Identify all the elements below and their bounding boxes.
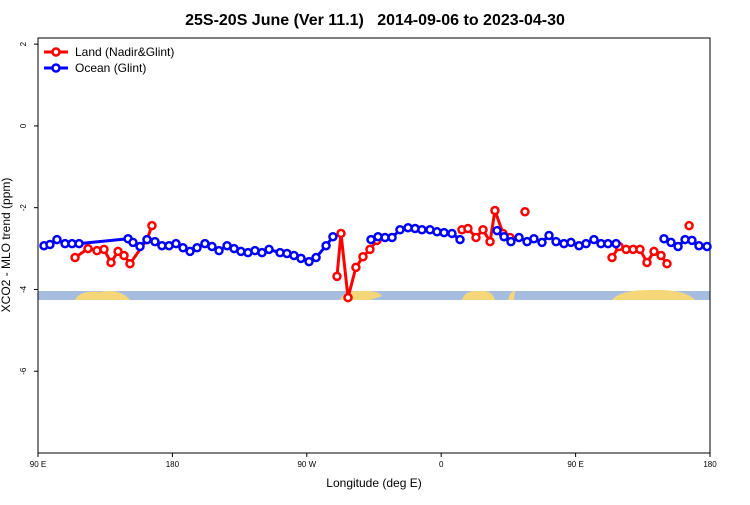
point bbox=[351, 262, 361, 273]
point bbox=[607, 252, 617, 263]
point bbox=[113, 246, 123, 257]
point bbox=[332, 271, 342, 282]
y-tick-label: -2 bbox=[19, 204, 28, 212]
point bbox=[417, 225, 427, 235]
point bbox=[544, 230, 554, 241]
point bbox=[119, 250, 129, 261]
point bbox=[74, 238, 84, 249]
point bbox=[296, 253, 306, 264]
point bbox=[537, 237, 547, 248]
point bbox=[490, 205, 500, 216]
point bbox=[311, 252, 321, 263]
x-tick-label: 90 W bbox=[297, 460, 316, 469]
point bbox=[529, 234, 539, 244]
y-tick-label: 0 bbox=[19, 123, 28, 128]
point bbox=[171, 238, 181, 249]
map-strip bbox=[38, 289, 710, 300]
y-tick-label: -6 bbox=[19, 367, 28, 375]
point bbox=[387, 232, 397, 243]
point bbox=[336, 228, 346, 239]
point bbox=[702, 241, 712, 252]
legend-marker bbox=[51, 47, 61, 57]
point bbox=[83, 243, 93, 254]
point bbox=[566, 237, 576, 248]
y-axis-label: XCO2 - MLO trend (ppm) bbox=[0, 178, 13, 313]
point bbox=[106, 257, 116, 268]
point bbox=[70, 252, 80, 263]
legend-label: Ocean (Glint) bbox=[75, 61, 146, 75]
point bbox=[478, 225, 488, 235]
legend-label: Land (Nadir&Glint) bbox=[75, 45, 174, 59]
y-tick-label: 2 bbox=[19, 41, 28, 46]
point bbox=[520, 207, 530, 217]
x-tick-label: 90 E bbox=[567, 460, 583, 469]
point bbox=[485, 236, 495, 247]
point bbox=[551, 236, 561, 247]
point bbox=[358, 251, 368, 262]
land-blob bbox=[462, 290, 495, 300]
point bbox=[603, 238, 613, 249]
point bbox=[99, 244, 109, 255]
point bbox=[52, 234, 62, 245]
point bbox=[395, 225, 405, 235]
point bbox=[687, 235, 697, 246]
point bbox=[264, 244, 274, 255]
point bbox=[185, 246, 195, 257]
chart-title: 25S-20S June (Ver 11.1) 2014-09-06 to 20… bbox=[185, 12, 565, 29]
point bbox=[611, 238, 621, 249]
legend-marker bbox=[51, 63, 61, 73]
point bbox=[45, 239, 55, 250]
x-tick-label: 90 E bbox=[30, 460, 46, 469]
point bbox=[328, 231, 338, 242]
point bbox=[455, 234, 465, 245]
point bbox=[684, 220, 694, 231]
point bbox=[649, 246, 659, 257]
point bbox=[304, 256, 314, 267]
point bbox=[142, 234, 152, 245]
land-blob bbox=[75, 291, 130, 300]
point bbox=[662, 258, 672, 269]
point bbox=[506, 236, 516, 247]
point bbox=[589, 234, 599, 245]
point bbox=[666, 237, 676, 248]
land-blob bbox=[612, 289, 695, 300]
point bbox=[499, 231, 509, 242]
point bbox=[463, 223, 473, 234]
point bbox=[150, 236, 160, 247]
point bbox=[656, 250, 666, 261]
point bbox=[659, 234, 669, 244]
x-tick-label: 0 bbox=[439, 460, 444, 469]
point bbox=[321, 240, 331, 251]
point bbox=[214, 245, 224, 256]
point bbox=[128, 237, 138, 248]
point bbox=[125, 258, 135, 269]
y-tick-label: -4 bbox=[19, 285, 28, 293]
point bbox=[439, 227, 449, 238]
land-blob bbox=[508, 291, 515, 300]
point bbox=[581, 238, 591, 249]
point bbox=[257, 247, 267, 258]
point bbox=[492, 225, 502, 236]
x-axis-label: Longitude (deg E) bbox=[326, 476, 421, 490]
point bbox=[635, 244, 645, 255]
point bbox=[514, 232, 524, 243]
point bbox=[147, 220, 157, 231]
point bbox=[207, 241, 217, 252]
point bbox=[192, 242, 202, 253]
point bbox=[135, 241, 145, 252]
point bbox=[694, 240, 704, 251]
x-tick-label: 180 bbox=[703, 460, 717, 469]
point bbox=[365, 244, 375, 255]
x-tick-label: 180 bbox=[166, 460, 180, 469]
point bbox=[673, 241, 683, 252]
point bbox=[178, 242, 188, 253]
point bbox=[471, 232, 481, 243]
series-line bbox=[75, 211, 689, 298]
point bbox=[343, 292, 353, 303]
point bbox=[447, 228, 457, 239]
point bbox=[642, 257, 652, 268]
